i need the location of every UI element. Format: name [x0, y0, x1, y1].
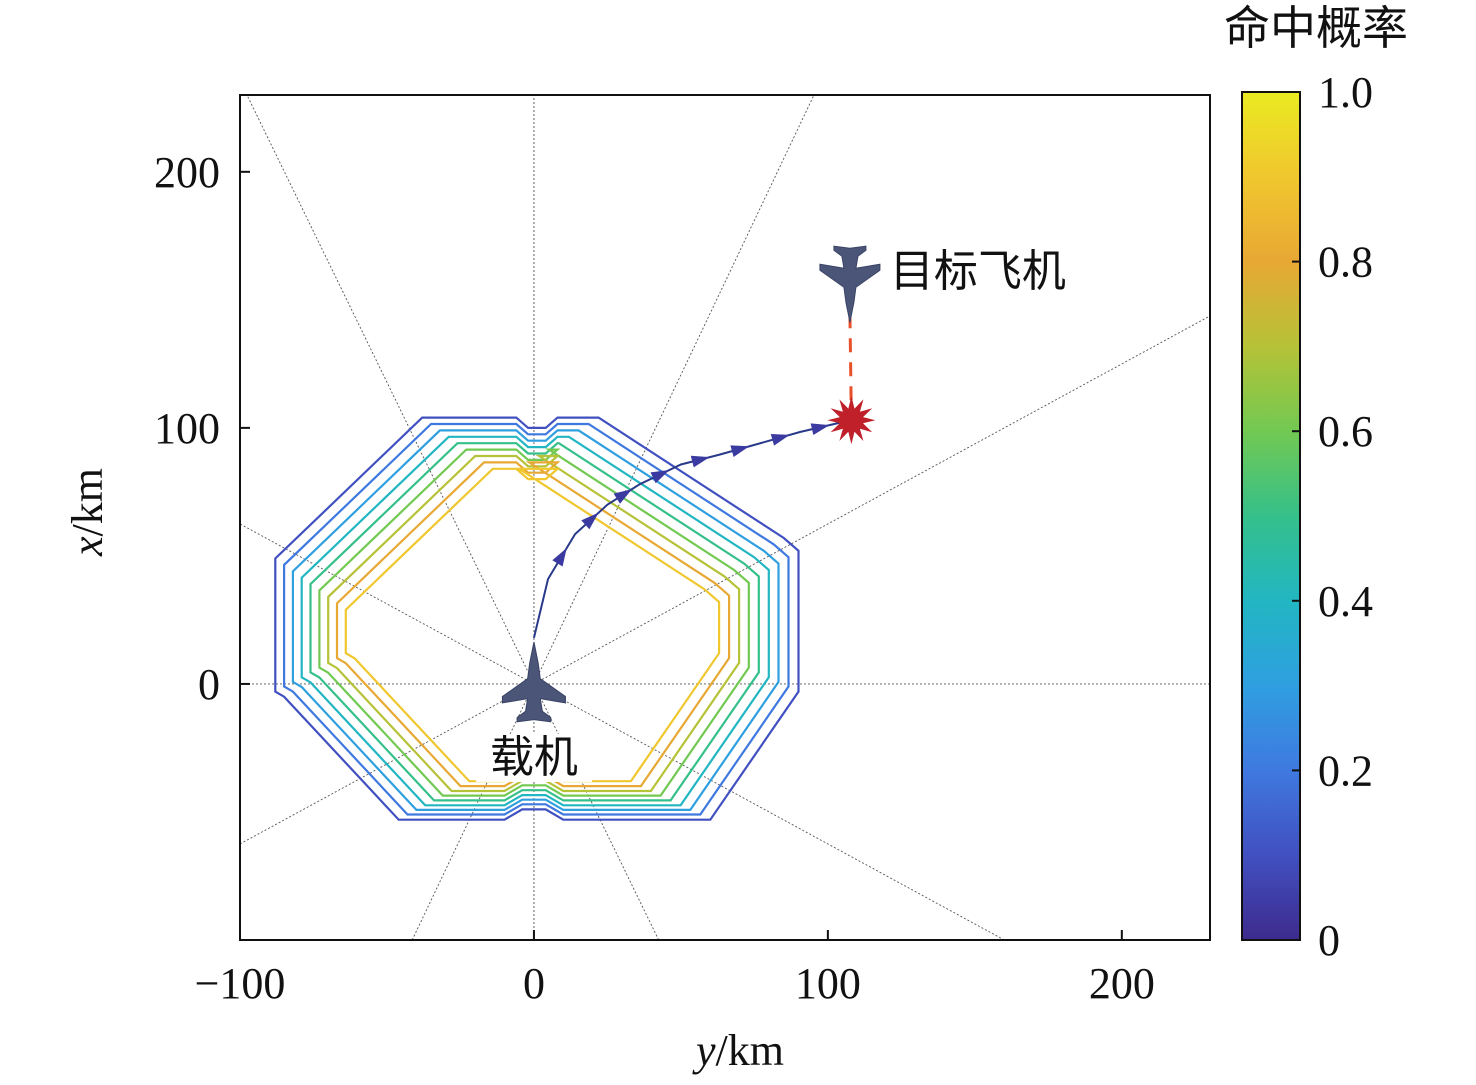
contour-line-0.5: [309, 442, 760, 802]
trajectory-arrowhead: [581, 512, 599, 530]
x-tick-label: 0: [523, 959, 545, 1008]
trajectory-arrowhead: [770, 434, 790, 446]
contour-line-0.1: [274, 416, 800, 821]
colorbar-tick-label: 0: [1318, 916, 1340, 965]
contour-line-0.8: [335, 461, 731, 788]
grid-ray: [246, 95, 660, 940]
colorbar-tick-label: 0.6: [1318, 407, 1373, 456]
trajectory-arrowhead: [552, 547, 567, 567]
y-tick-label: 200: [154, 148, 220, 197]
target-aircraft-icon: [819, 245, 881, 323]
y-axis-unit: /km: [63, 468, 112, 536]
x-tick-label: 200: [1089, 959, 1155, 1008]
plot-area: [240, 95, 1210, 940]
x-tick-label: 100: [795, 959, 861, 1008]
grid-ray: [240, 523, 1005, 940]
x-tick-label: −100: [195, 959, 286, 1008]
contour-line-0.3: [291, 429, 780, 811]
contour-line-0.4: [300, 435, 770, 807]
trajectory-arrowhead: [650, 470, 670, 484]
target-path: [848, 314, 853, 421]
carrier-aircraft-icon: [501, 641, 566, 723]
explosion-icon: [827, 396, 876, 445]
trajectory-arrowhead: [810, 423, 830, 436]
y-axis-var: x: [63, 536, 112, 557]
carrier-label: 载机: [490, 733, 578, 782]
x-axis-unit: /km: [716, 1026, 784, 1075]
colorbar: [1241, 91, 1301, 941]
colorbar-tick-label: 0.8: [1318, 238, 1373, 287]
grid-ray: [240, 315, 1210, 845]
x-axis-label: y/km: [692, 1026, 784, 1075]
colorbar-title: 命中概率: [1224, 3, 1408, 54]
missile-trajectory: [532, 421, 840, 639]
trajectory-arrowhead: [690, 455, 710, 468]
target-label: 目标飞机: [890, 247, 1066, 296]
x-axis-var: y: [692, 1026, 716, 1075]
contour-line-0.7: [327, 454, 741, 793]
colorbar-tick-label: 0.2: [1318, 746, 1373, 795]
y-axis-label: x/km: [63, 468, 112, 557]
contour-line-0.2: [283, 422, 790, 816]
contour-line-0.9: [344, 467, 721, 783]
trajectory-arrowhead: [730, 445, 750, 457]
colorbar-tick-label: 0.4: [1318, 577, 1373, 626]
carrier-label-bg: [475, 733, 592, 782]
colorbar-tick-label: 1.0: [1318, 68, 1373, 117]
y-tick-label: 100: [154, 404, 220, 453]
trajectory-arrowhead: [613, 489, 633, 504]
y-tick-label: 0: [198, 660, 220, 709]
plot-frame: [239, 94, 1211, 941]
